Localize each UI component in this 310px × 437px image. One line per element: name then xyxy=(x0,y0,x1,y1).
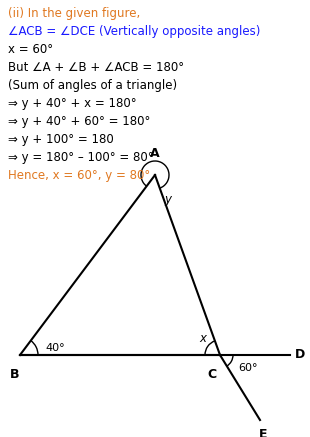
Text: Hence, x = 60°, y = 80°: Hence, x = 60°, y = 80° xyxy=(8,169,150,182)
Text: x: x xyxy=(200,332,206,344)
Text: ∠ACB = ∠DCE (Vertically opposite angles): ∠ACB = ∠DCE (Vertically opposite angles) xyxy=(8,25,260,38)
Text: But ∠A + ∠B + ∠ACB = 180°: But ∠A + ∠B + ∠ACB = 180° xyxy=(8,61,184,74)
Text: B: B xyxy=(10,368,20,381)
Text: ⇒ y + 100° = 180: ⇒ y + 100° = 180 xyxy=(8,133,114,146)
Text: 60°: 60° xyxy=(238,363,258,373)
Text: y: y xyxy=(165,194,171,207)
Text: x = 60°: x = 60° xyxy=(8,43,53,56)
Text: (ii) In the given figure,: (ii) In the given figure, xyxy=(8,7,140,20)
Text: D: D xyxy=(295,348,305,361)
Text: 40°: 40° xyxy=(45,343,65,353)
Text: ⇒ y = 180° – 100° = 80°: ⇒ y = 180° – 100° = 80° xyxy=(8,151,154,164)
Text: C: C xyxy=(207,368,216,381)
Text: E: E xyxy=(259,428,267,437)
Text: A: A xyxy=(150,147,160,160)
Text: ⇒ y + 40° + 60° = 180°: ⇒ y + 40° + 60° = 180° xyxy=(8,115,150,128)
Text: (Sum of angles of a triangle): (Sum of angles of a triangle) xyxy=(8,79,177,92)
Text: ⇒ y + 40° + x = 180°: ⇒ y + 40° + x = 180° xyxy=(8,97,137,110)
